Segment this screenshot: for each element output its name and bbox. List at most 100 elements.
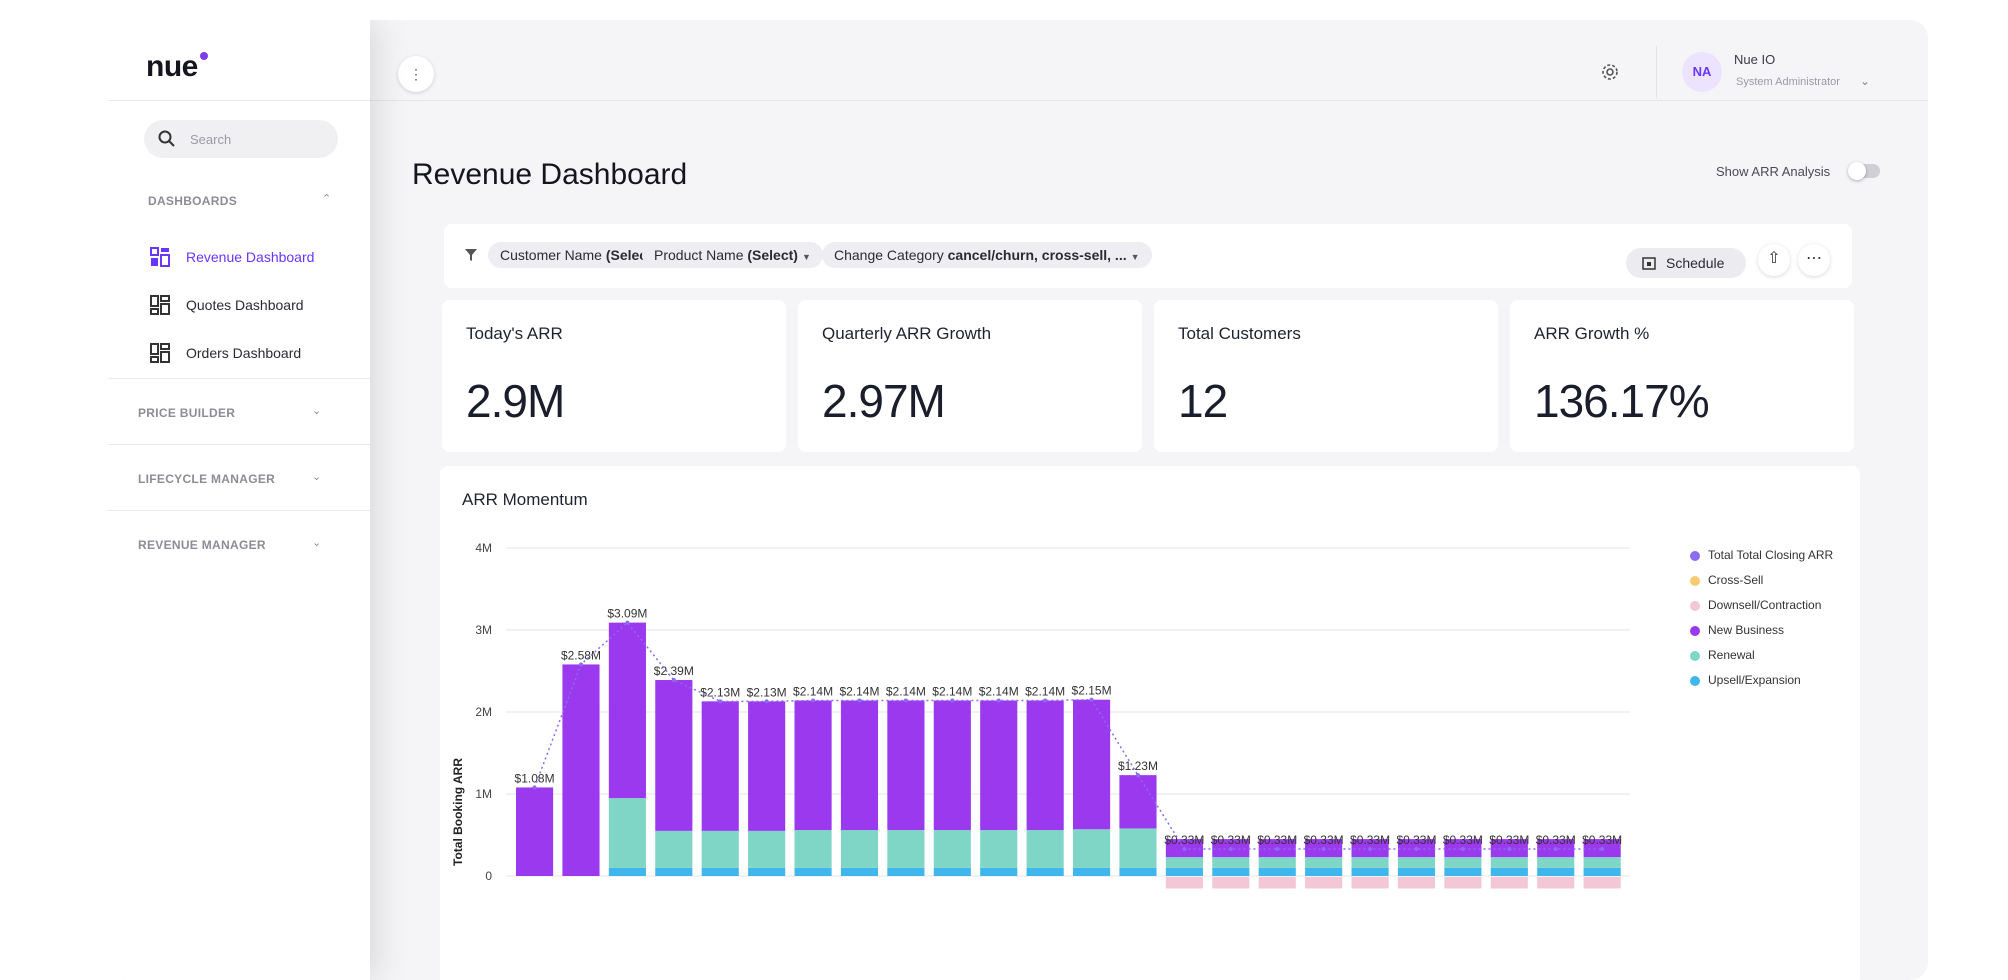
data-label: $2.14M bbox=[793, 685, 833, 699]
caret-down-icon: ▼ bbox=[801, 252, 811, 262]
product-filter[interactable]: Product Name (Select) ▼ bbox=[642, 242, 823, 268]
search-input[interactable]: Search bbox=[144, 120, 338, 158]
schedule-button[interactable]: Schedule bbox=[1626, 248, 1746, 278]
bar-upsell bbox=[608, 867, 646, 876]
chevron-down-icon[interactable]: ⌄ bbox=[312, 471, 322, 483]
legend-dot bbox=[1690, 551, 1700, 561]
bar-new-business bbox=[840, 700, 879, 831]
data-label: $0.33M bbox=[1536, 833, 1576, 847]
total-closing-point bbox=[578, 662, 583, 667]
kpi-value: 136.17% bbox=[1534, 375, 1710, 427]
total-closing-point bbox=[1182, 846, 1187, 851]
filter-label: Product Name bbox=[654, 247, 744, 263]
kpi-label: ARR Growth % bbox=[1534, 324, 1650, 343]
data-label: $2.39M bbox=[654, 664, 694, 678]
dashboard-icon bbox=[150, 247, 170, 267]
change-category-filter[interactable]: Change Category cancel/churn, cross-sell… bbox=[822, 242, 1152, 268]
chevron-down-icon[interactable]: ⌄ bbox=[312, 537, 322, 549]
data-label: $2.13M bbox=[747, 685, 787, 699]
bar-renewal bbox=[655, 830, 693, 868]
bar-upsell bbox=[1212, 867, 1250, 876]
gear-icon[interactable] bbox=[1600, 62, 1620, 82]
total-closing-point bbox=[1228, 846, 1233, 851]
y-tick-label: 3M bbox=[475, 623, 492, 637]
bar-renewal bbox=[1165, 857, 1203, 868]
arr-analysis-label: Show ARR Analysis bbox=[1716, 164, 1831, 179]
bar-downsell bbox=[1165, 877, 1203, 889]
y-tick-label: 2M bbox=[475, 705, 492, 719]
total-closing-point bbox=[671, 678, 676, 683]
section-dashboards[interactable]: DASHBOARDS bbox=[148, 194, 238, 208]
kpi-card: Quarterly ARR Growth 2.97M bbox=[798, 300, 1142, 452]
data-label: $2.14M bbox=[979, 685, 1019, 699]
sidebar-divider bbox=[108, 444, 370, 445]
bar-upsell bbox=[1026, 867, 1064, 876]
bar-new-business bbox=[933, 700, 971, 831]
bar-upsell bbox=[1537, 867, 1575, 876]
bar-upsell bbox=[1073, 867, 1111, 876]
more-vertical-icon[interactable]: ⋮ bbox=[398, 56, 434, 92]
sidebar-item-quotes-dashboard[interactable]: Quotes Dashboard bbox=[150, 290, 304, 320]
chevron-down-icon[interactable]: ⌄ bbox=[312, 405, 322, 417]
legend-dot bbox=[1690, 576, 1700, 586]
bar-upsell bbox=[1258, 867, 1296, 876]
kpi-label: Total Customers bbox=[1178, 324, 1301, 343]
bar-upsell bbox=[1444, 867, 1482, 876]
sidebar-item-revenue-dashboard[interactable]: Revenue Dashboard bbox=[150, 242, 314, 272]
user-name: Nue IO bbox=[1734, 52, 1776, 67]
bar-new-business bbox=[562, 664, 600, 876]
share-icon[interactable]: ⇧ bbox=[1758, 244, 1790, 276]
bar-new-business bbox=[748, 701, 786, 831]
logo-dot bbox=[200, 52, 208, 60]
kpi-card: Today's ARR 2.9M bbox=[442, 300, 786, 452]
bar-upsell bbox=[1119, 867, 1157, 876]
bar-upsell bbox=[655, 867, 693, 876]
data-label: $0.33M bbox=[1304, 833, 1344, 847]
legend-label: Cross-Sell bbox=[1708, 573, 1764, 587]
bar-downsell bbox=[1397, 877, 1436, 889]
chevron-up-icon[interactable]: ⌃ bbox=[322, 193, 332, 205]
calendar-icon bbox=[1642, 257, 1656, 270]
bar-new-business bbox=[1073, 699, 1111, 830]
total-closing-point bbox=[1368, 846, 1373, 851]
section-revenue-manager[interactable]: REVENUE MANAGER bbox=[138, 538, 266, 552]
bar-downsell bbox=[1444, 877, 1482, 889]
data-label: $1.23M bbox=[1118, 759, 1158, 773]
total-closing-point bbox=[1043, 698, 1048, 703]
data-label: $2.14M bbox=[886, 685, 926, 699]
total-closing-point bbox=[764, 699, 769, 704]
y-axis-label: Total Booking ARR bbox=[451, 758, 465, 866]
section-price-builder[interactable]: PRICE BUILDER bbox=[138, 406, 236, 420]
filter-icon bbox=[465, 249, 477, 261]
bar-new-business bbox=[1119, 775, 1157, 829]
y-tick-label: 1M bbox=[475, 787, 492, 801]
bar-renewal bbox=[933, 830, 971, 868]
bar-upsell bbox=[748, 867, 786, 876]
chevron-down-icon[interactable]: ⌄ bbox=[1860, 74, 1871, 88]
section-lifecycle-manager[interactable]: LIFECYCLE MANAGER bbox=[138, 472, 276, 486]
legend-label: New Business bbox=[1708, 623, 1785, 637]
total-closing-point bbox=[625, 620, 630, 625]
bar-downsell bbox=[1537, 877, 1575, 889]
bar-upsell bbox=[701, 867, 739, 876]
sidebar-item-orders-dashboard[interactable]: Orders Dashboard bbox=[150, 338, 301, 368]
bar-renewal bbox=[1258, 857, 1296, 868]
more-horizontal-icon[interactable]: ⋯ bbox=[1798, 244, 1830, 276]
arr-analysis-toggle[interactable] bbox=[1848, 162, 1880, 180]
y-tick-label: 4M bbox=[475, 541, 492, 555]
kpi-card: ARR Growth % 136.17% bbox=[1510, 300, 1854, 452]
bar-renewal bbox=[1026, 830, 1064, 868]
bar-new-business bbox=[980, 700, 1018, 831]
total-closing-point bbox=[1089, 697, 1094, 702]
avatar[interactable]: NA bbox=[1682, 52, 1722, 92]
bar-new-business bbox=[516, 787, 554, 876]
bar-new-business bbox=[608, 622, 646, 799]
bar-renewal bbox=[1583, 857, 1621, 868]
sidebar-divider bbox=[108, 510, 370, 511]
bar-upsell bbox=[794, 867, 832, 876]
bar-renewal bbox=[1073, 829, 1111, 868]
total-closing-point bbox=[718, 699, 723, 704]
total-closing-point bbox=[1414, 846, 1419, 851]
data-label: $0.33M bbox=[1164, 833, 1204, 847]
data-label: $0.33M bbox=[1350, 833, 1390, 847]
